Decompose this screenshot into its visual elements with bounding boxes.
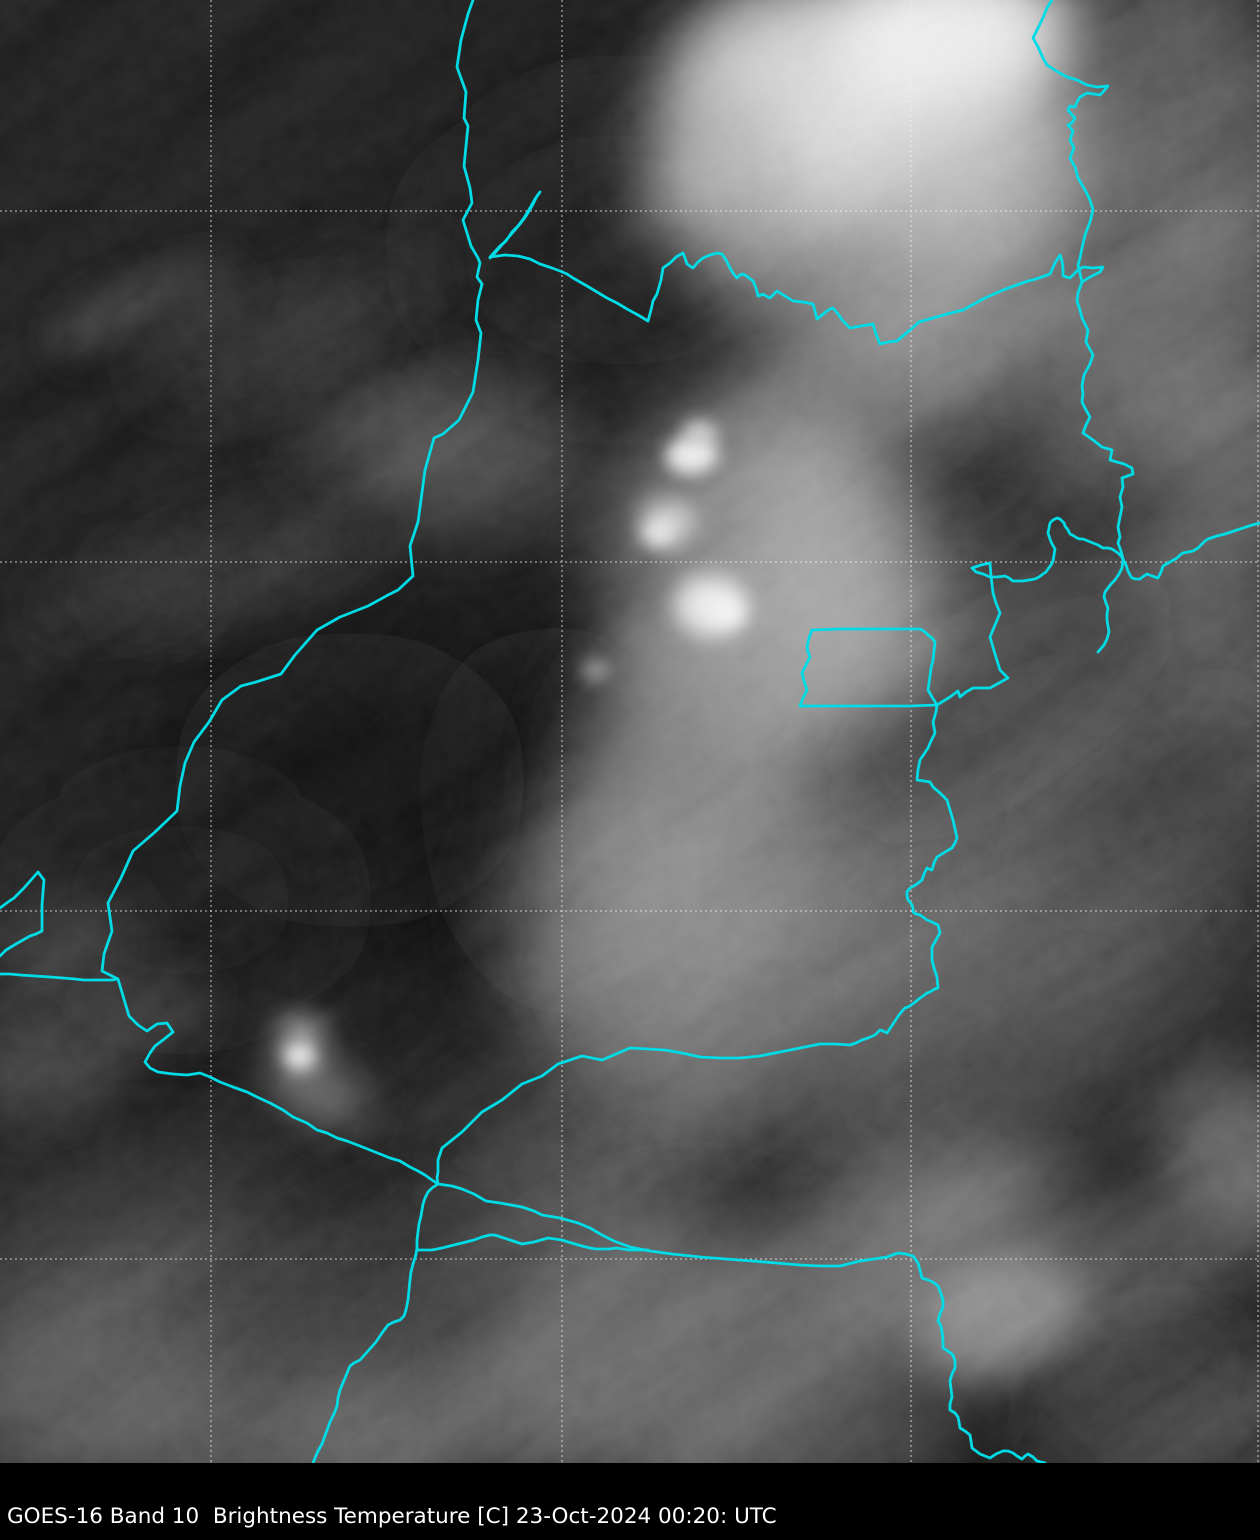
boundary-border-rect-to-junction	[935, 516, 1125, 707]
boundary-river-spur-sliver	[488, 190, 542, 260]
boundary-border-branch-east	[1121, 521, 1260, 581]
boundary-river-branch-southwest	[311, 1182, 440, 1463]
boundary-river-wavy-lower	[415, 1233, 650, 1252]
graticule-grid	[0, 0, 1260, 1463]
caption-bar: GOES-16 Band 10 Brightness Temperature […	[0, 1463, 1260, 1540]
boundary-river-northeast	[1031, 0, 1135, 561]
satellite-map-canvas	[0, 0, 1260, 1463]
boundary-river-south-stub	[1096, 557, 1125, 654]
boundary-border-west-east	[488, 251, 1105, 346]
cloud-texture-noise	[0, 0, 1260, 1463]
boundary-left-edge-hook	[0, 870, 46, 958]
map-boundaries	[0, 0, 1260, 1463]
boundary-left-edge-connector	[0, 972, 120, 982]
caption-text: GOES-16 Band 10 Brightness Temperature […	[7, 1504, 777, 1529]
boundary-border-rect-south-and-river	[435, 703, 959, 1186]
boundary-admin-rectangle	[798, 627, 939, 708]
boundary-river-west-and-southern-border	[100, 0, 1047, 1463]
